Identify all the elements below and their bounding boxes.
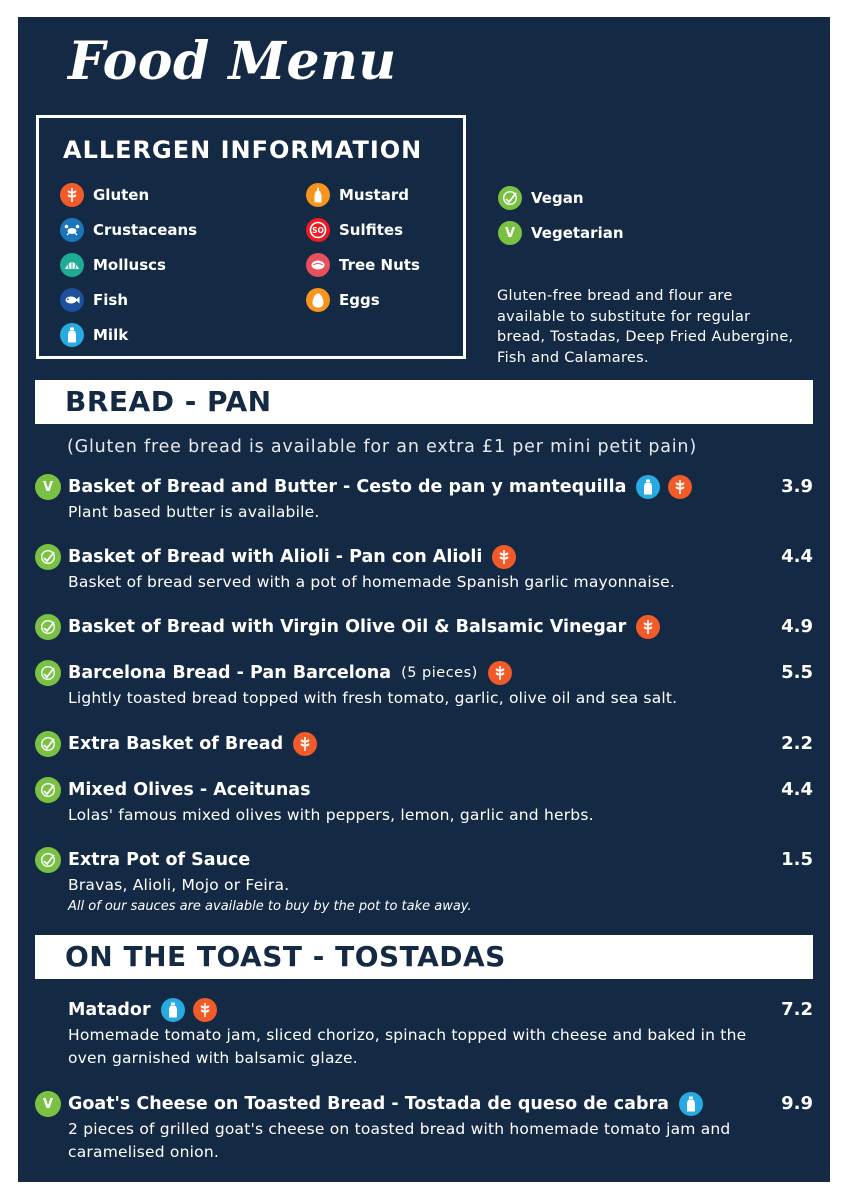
bread-note: (Gluten free bread is available for an e… [67,437,697,457]
wheat-icon [636,615,661,639]
allergen-label: Sulfites [339,221,404,239]
item-name: Basket of Bread with Alioli - Pan con Al… [68,547,483,567]
item-name: Mixed Olives - Aceitunas [68,780,311,800]
allergen-label: Gluten [93,186,150,204]
wheat-icon [60,183,84,207]
menu-item: V Basket of Bread and Butter - Cesto de … [35,474,813,524]
item-price: 3.9 [781,476,813,497]
item-price: 7.2 [781,999,813,1020]
allergen-label: Molluscs [93,256,166,274]
svg-text:SO: SO [312,226,324,235]
allergen-label: Eggs [339,291,380,309]
milk-bottle-icon [636,475,661,499]
menu-item: Barcelona Bread - Pan Barcelona (5 piece… [35,660,813,710]
section-heading-tostadas: ON THE TOAST - TOSTADAS [35,935,813,979]
allergen-label: Milk [93,326,129,344]
allergen-mustard: Mustard [306,183,409,207]
mustard-bottle-icon [306,183,330,207]
allergen-label: Crustaceans [93,221,198,239]
menu-item: Extra Pot of Sauce Bravas, Alioli, Mojo … [35,847,813,914]
vegan-leaf-icon [498,186,522,210]
allergen-info-box: ALLERGEN INFORMATION Gluten Crustaceans … [36,115,466,359]
section-heading-bread: BREAD - PAN [35,380,813,424]
allergen-label: Mustard [339,186,409,204]
crab-icon [60,218,84,242]
vegetarian-v-icon: V [35,1091,61,1117]
menu-page: Food Menu ALLERGEN INFORMATION Gluten Cr… [18,17,830,1182]
vegetarian-v-icon: V [35,474,61,500]
vegan-leaf-icon [35,847,61,873]
menu-item: Basket of Bread with Alioli - Pan con Al… [35,544,813,594]
item-price: 1.5 [781,849,813,870]
vegan-leaf-icon [35,614,61,640]
item-price: 2.2 [781,733,813,754]
item-price: 9.9 [781,1093,813,1114]
allergen-crustaceans: Crustaceans [60,218,197,242]
milk-bottle-icon [160,998,185,1022]
nut-icon [306,253,330,277]
allergen-eggs: Eggs [306,288,380,312]
allergen-fish: Fish [60,288,128,312]
item-price: 4.4 [781,779,813,800]
vegan-leaf-icon [35,544,61,570]
sulfites-icon: SO [306,218,330,242]
item-description: Lightly toasted bread topped with fresh … [68,689,678,707]
vegan-leaf-icon [35,731,61,757]
vegetarian-v-icon: V [498,221,522,245]
allergen-label: Tree Nuts [339,256,420,274]
item-description: Lolas' famous mixed olives with peppers,… [68,806,594,824]
item-description: Basket of bread served with a pot of hom… [68,573,675,591]
item-name: Barcelona Bread - Pan Barcelona [68,663,392,683]
menu-item: Mixed Olives - Aceitunas Lolas' famous m… [35,777,813,827]
item-footnote: All of our sauces are available to buy b… [68,899,472,914]
allergen-label: Fish [93,291,128,309]
diet-label: Vegetarian [531,224,624,242]
vegan-leaf-icon [35,660,61,686]
vegan-leaf-icon [35,777,61,803]
item-name: Extra Pot of Sauce [68,850,251,870]
menu-item: Extra Basket of Bread 2.2 [35,731,813,757]
item-name: Basket of Bread and Butter - Cesto de pa… [68,477,627,497]
allergen-molluscs: Molluscs [60,253,166,277]
allergen-gluten: Gluten [60,183,149,207]
menu-item: Basket of Bread with Virgin Olive Oil & … [35,614,813,640]
item-description: Homemade tomato jam, sliced chorizo, spi… [68,1026,747,1067]
milk-bottle-icon [60,323,84,347]
milk-bottle-icon [678,1092,703,1116]
diet-label: Vegan [531,189,584,207]
page-title: Food Menu [68,31,397,92]
item-name: Extra Basket of Bread [68,734,284,754]
item-price: 5.5 [781,662,813,683]
shell-icon [60,253,84,277]
wheat-icon [487,661,512,685]
allergen-sulfites: SO Sulfites [306,218,403,242]
egg-icon [306,288,330,312]
gluten-free-note: Gluten-free bread and flour are availabl… [497,288,794,366]
menu-item: V Goat's Cheese on Toasted Bread - Tosta… [35,1091,813,1164]
item-price: 4.9 [781,616,813,637]
wheat-icon [492,545,517,569]
allergen-tree-nuts: Tree Nuts [306,253,420,277]
item-portion: (5 pieces) [401,665,478,681]
item-description: Plant based butter is availabile. [68,503,320,521]
item-name: Basket of Bread with Virgin Olive Oil & … [68,617,627,637]
diet-vegetarian: V Vegetarian [498,221,624,245]
wheat-icon [293,732,318,756]
allergen-milk: Milk [60,323,128,347]
fish-icon [60,288,84,312]
item-name: Goat's Cheese on Toasted Bread - Tostada… [68,1094,669,1114]
wheat-icon [192,998,217,1022]
item-name: Matador [68,1000,151,1020]
menu-item: Matador Homemade tomato jam, sliced chor… [68,997,813,1070]
wheat-icon [668,475,693,499]
allergen-heading: ALLERGEN INFORMATION [63,136,423,164]
item-description: Bravas, Alioli, Mojo or Feira. [68,876,290,894]
diet-vegan: Vegan [498,186,584,210]
item-description: 2 pieces of grilled goat's cheese on toa… [68,1120,731,1161]
item-price: 4.4 [781,546,813,567]
